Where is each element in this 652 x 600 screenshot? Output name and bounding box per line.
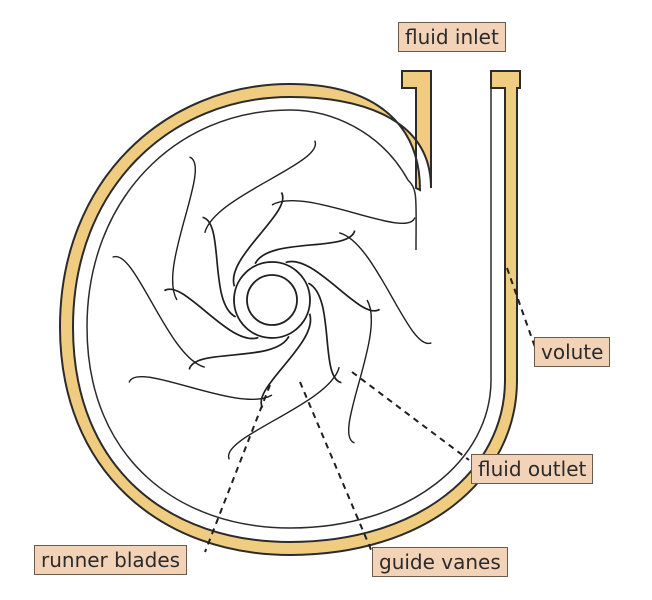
runner-blades-group <box>163 191 381 409</box>
leader-volute <box>506 267 537 351</box>
leader-fluid-outlet <box>351 371 470 461</box>
leader-runner-blades <box>204 384 271 553</box>
guide-vane <box>339 232 432 344</box>
hub-outer-ring <box>233 261 311 339</box>
runner-blade <box>285 260 381 312</box>
guide-vane <box>112 256 205 368</box>
label-volute: volute <box>534 337 611 367</box>
runner-blade <box>202 216 237 318</box>
runner-blade <box>260 313 312 409</box>
guide-vane <box>271 199 416 224</box>
guide-vane <box>171 156 196 301</box>
runner-blade <box>163 288 259 340</box>
volute-inner-line <box>86 88 492 529</box>
hub-inner-ring <box>246 274 298 326</box>
guide-vanes-group <box>112 140 432 460</box>
guide-vane <box>228 367 340 460</box>
label-runner-blades: runner blades <box>34 545 188 575</box>
runner-blade <box>254 230 356 265</box>
label-fluid-outlet: fluid outlet <box>471 454 594 484</box>
volute-casing-outer <box>58 70 521 557</box>
guide-vane <box>204 140 316 233</box>
guide-vane <box>128 376 273 401</box>
runner-blade <box>232 191 284 287</box>
leader-guide-vanes <box>299 381 373 553</box>
label-fluid-inlet: fluid inlet <box>398 22 506 52</box>
label-guide-vanes: guide vanes <box>372 547 508 577</box>
guide-vane <box>348 299 373 444</box>
runner-blade <box>188 335 290 370</box>
runner-blade <box>307 282 342 384</box>
